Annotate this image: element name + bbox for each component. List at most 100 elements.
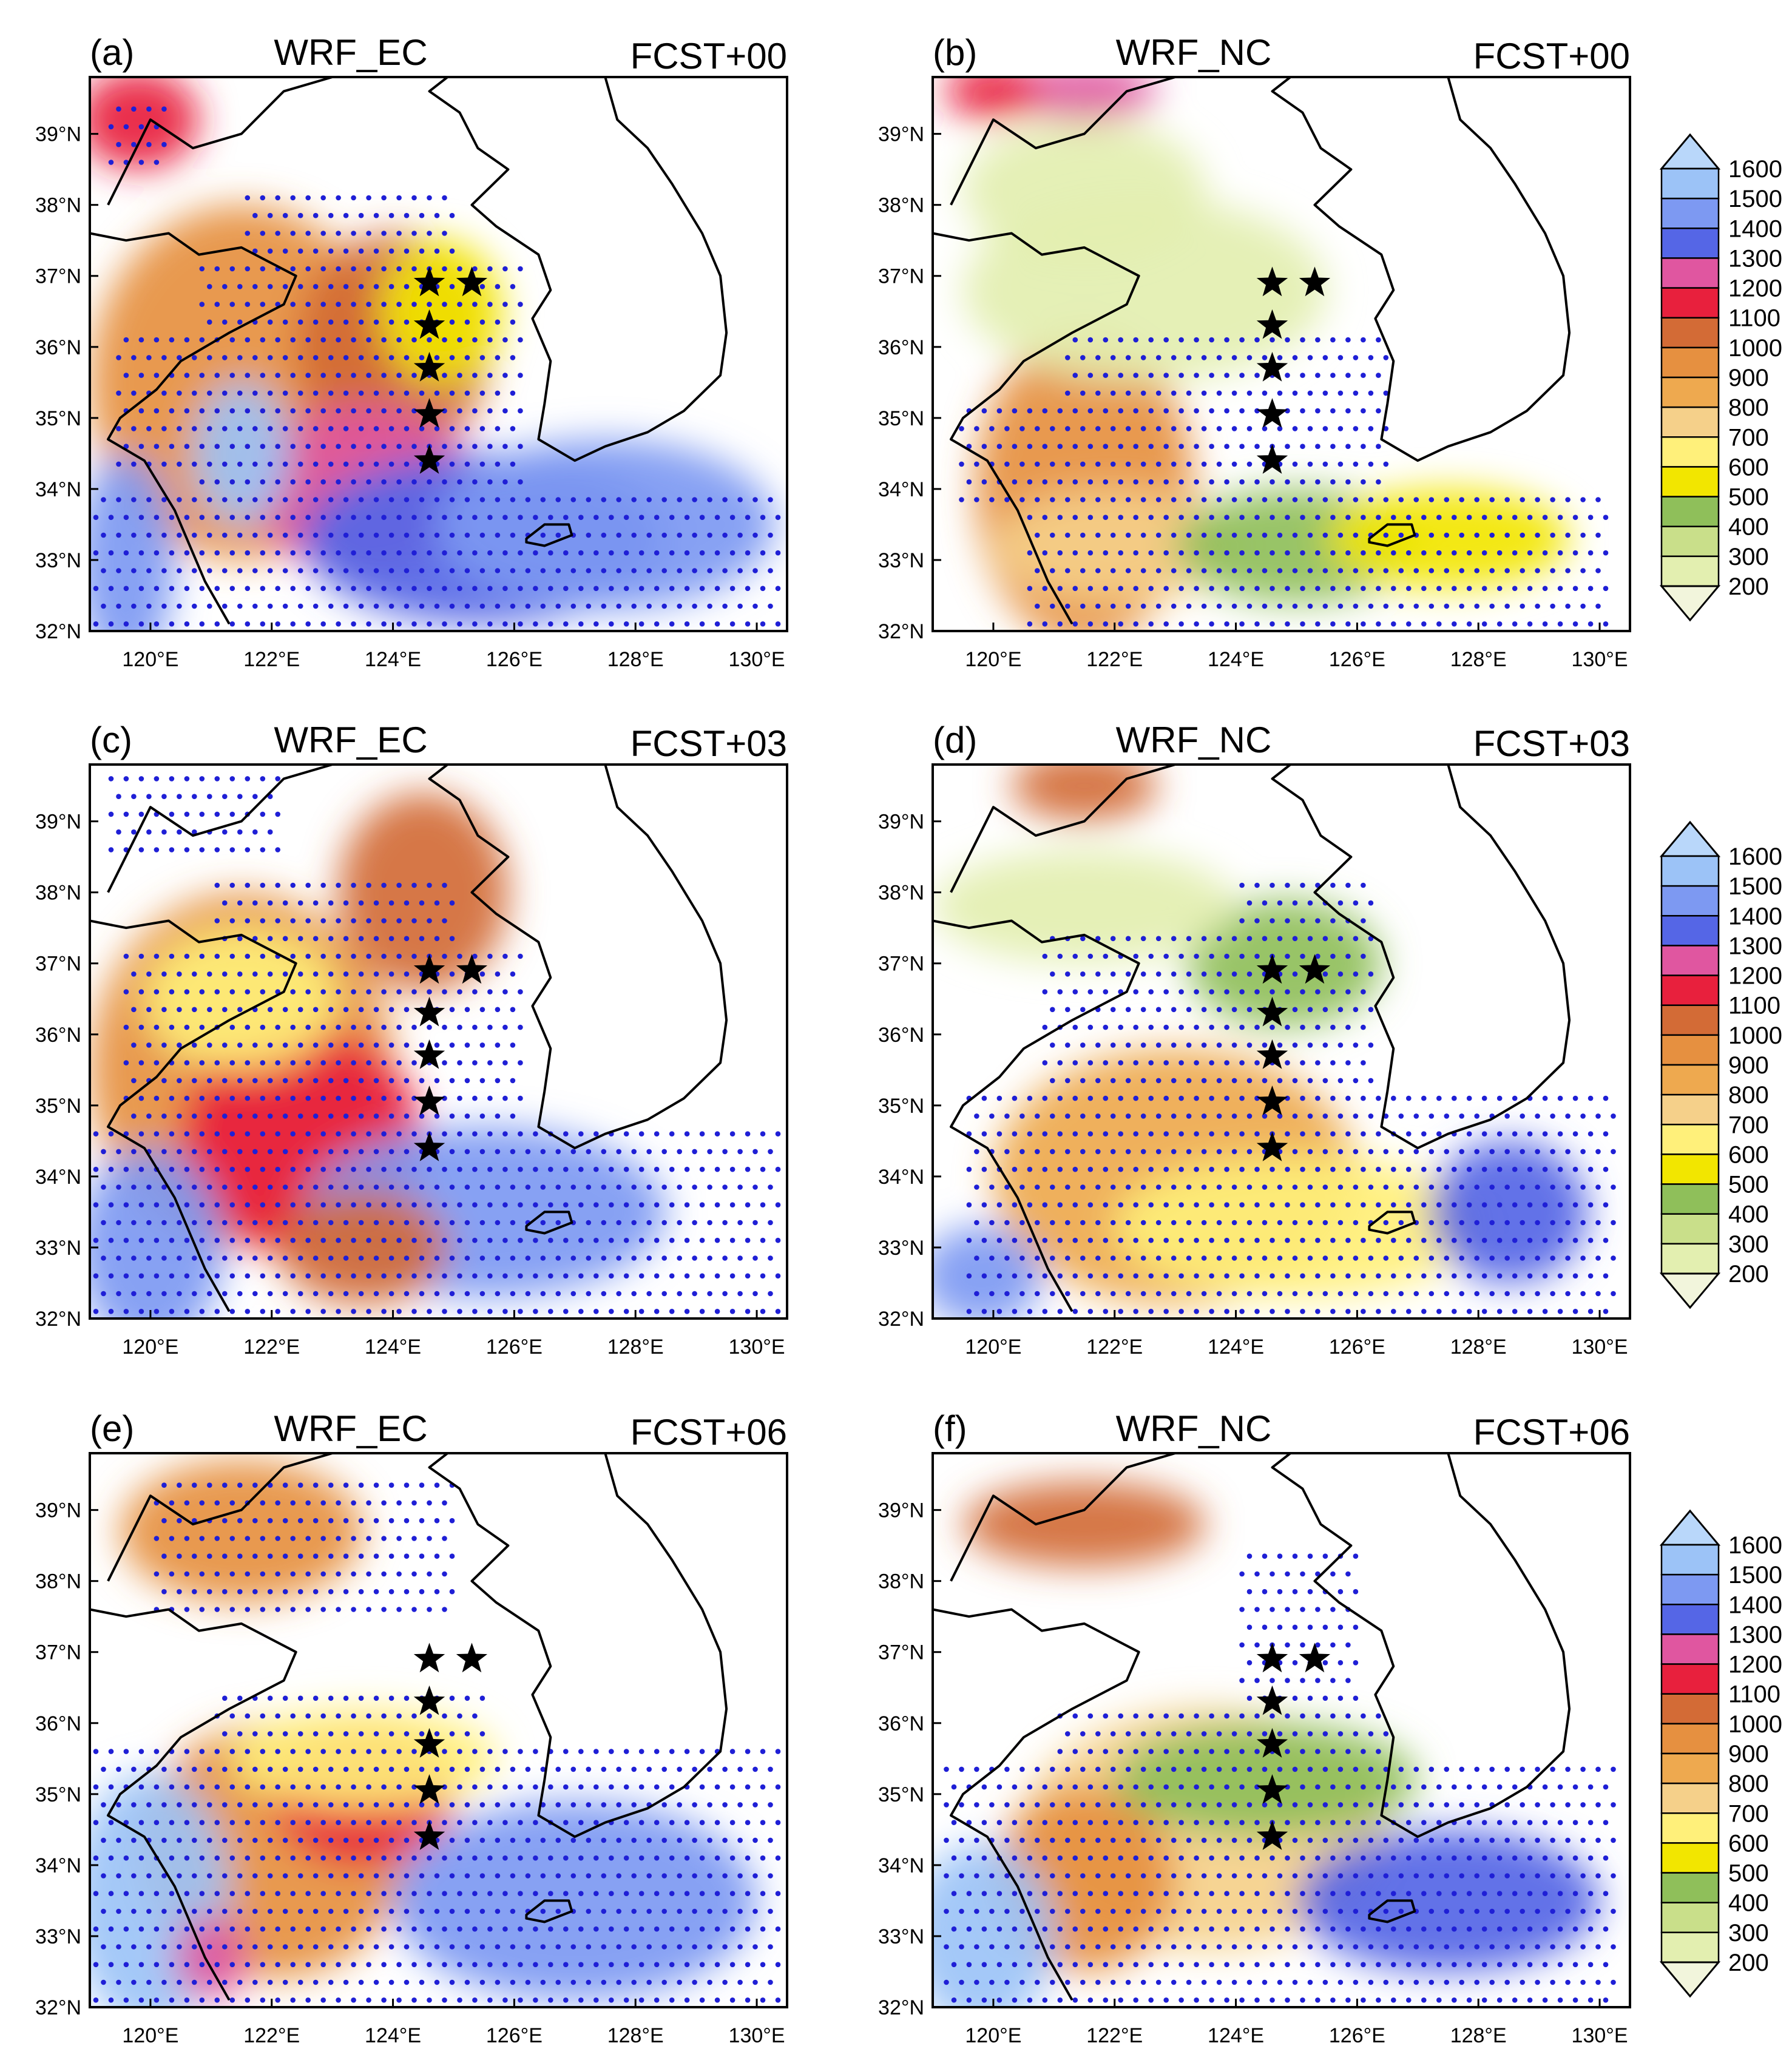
stipple-dot (396, 1749, 402, 1754)
stipple-dot (661, 1873, 667, 1879)
stipple-dot (1087, 1891, 1094, 1896)
stipple-dot (1444, 603, 1450, 609)
stipple-dot (1595, 1979, 1601, 1985)
stipple-dot (1557, 1784, 1563, 1790)
stipple-dot (222, 497, 228, 502)
stipple-dot (464, 497, 470, 502)
stipple-dot (297, 1042, 303, 1048)
stipple-dot (282, 1042, 288, 1048)
stipple-dot (449, 1944, 455, 1950)
stipple-dot (1413, 1291, 1419, 1297)
stipple-dot (313, 390, 319, 396)
stipple-dot (472, 1784, 478, 1790)
stipple-dot (260, 266, 266, 272)
stipple-dot (1103, 1202, 1109, 1207)
stipple-dot (320, 302, 326, 307)
stipple-dot (1246, 1873, 1253, 1879)
y-tick-label: 33°N (878, 1237, 924, 1260)
stipple-dot (1004, 1837, 1010, 1843)
stipple-dot (1125, 1042, 1131, 1048)
stipple-dot (1163, 1997, 1169, 2003)
stipple-dot (1421, 1095, 1427, 1101)
stipple-dot (1611, 1291, 1616, 1297)
stipple-dot (1520, 1979, 1525, 1985)
stipple-dot (305, 1997, 311, 2003)
stipple-dot (1072, 586, 1078, 592)
stipple-dot (1587, 1131, 1594, 1136)
stipple-dot (974, 461, 979, 467)
stipple-dot (404, 936, 410, 942)
stipple-dot (1315, 444, 1320, 449)
stipple-dot (1459, 1184, 1464, 1190)
stipple-dot (616, 1149, 621, 1155)
stipple-dot (1262, 1220, 1268, 1226)
stipple-dot (1201, 1149, 1207, 1155)
stipple-dot (373, 1007, 379, 1013)
stipple-dot (146, 1184, 152, 1190)
stipple-dot (404, 1482, 410, 1488)
stipple-dot (1406, 1962, 1412, 1968)
stipple-dot (381, 1202, 387, 1207)
stipple-dot (336, 302, 341, 307)
stipple-dot (1186, 1042, 1192, 1048)
stipple-dot (1496, 1166, 1503, 1172)
stipple-dot (1421, 1926, 1427, 1932)
stipple-dot (1337, 426, 1344, 431)
stipple-dot (1027, 550, 1033, 556)
x-tick-label: 122°E (1086, 648, 1143, 671)
stipple-dot (1178, 550, 1184, 556)
stipple-dot (154, 1024, 160, 1030)
coastline-china (90, 1608, 297, 2001)
y-tick-label: 34°N (35, 1166, 81, 1189)
stipple-dot (108, 1855, 114, 1861)
stipple-dot (282, 936, 288, 942)
stipple-dot (373, 1518, 379, 1524)
stipple-dot (1087, 1237, 1094, 1243)
stipple-dot (396, 1891, 402, 1896)
stipple-dot (336, 195, 341, 201)
stipple-dot (472, 1749, 478, 1754)
stipple-dot (1444, 1766, 1450, 1772)
stipple-dot (282, 1220, 288, 1226)
stipple-dot (1330, 373, 1336, 378)
stipple-dot (245, 302, 251, 307)
stipple-dot (1452, 1784, 1457, 1790)
stipple-dot (1550, 532, 1555, 538)
stipple-dot (1292, 1837, 1298, 1843)
stipple-dot (578, 515, 584, 520)
stipple-dot (1429, 1291, 1435, 1297)
stipple-dot (1307, 1731, 1313, 1737)
stipple-dot (510, 1184, 516, 1190)
stipple-dot (1452, 1095, 1457, 1101)
stipple-dot (1254, 1997, 1260, 2003)
stipple-dot (518, 1237, 523, 1243)
stipple-dot (1019, 497, 1025, 502)
stipple-dot (1118, 1997, 1123, 2003)
stipple-dot (1246, 426, 1253, 431)
stipple-dot (108, 515, 114, 520)
stipple-dot (1603, 515, 1609, 520)
stipple-dot (479, 426, 485, 431)
stipple-dot (609, 1202, 614, 1207)
stipple-dot (1535, 532, 1540, 538)
stipple-dot (1603, 621, 1609, 627)
stipple-dot (669, 515, 675, 520)
stipple-dot (1216, 1837, 1222, 1843)
stipple-dot (449, 1518, 455, 1524)
stipple-dot (1224, 953, 1229, 959)
stipple-dot (343, 355, 349, 360)
stipple-dot (1224, 1820, 1229, 1825)
stipple-dot (1452, 1166, 1457, 1172)
stipple-dot (313, 1695, 319, 1701)
stipple-dot (214, 989, 220, 994)
stipple-dot (1285, 1166, 1290, 1172)
stipple-dot (593, 550, 599, 556)
stipple-dot (692, 1908, 697, 1914)
stipple-dot (1163, 1024, 1169, 1030)
stipple-dot (207, 1042, 212, 1048)
stipple-dot (245, 1131, 251, 1136)
stipple-dot (1072, 953, 1078, 959)
stipple-dot (1459, 603, 1464, 609)
stipple-dot (518, 479, 523, 485)
stipple-dot (487, 1926, 493, 1932)
